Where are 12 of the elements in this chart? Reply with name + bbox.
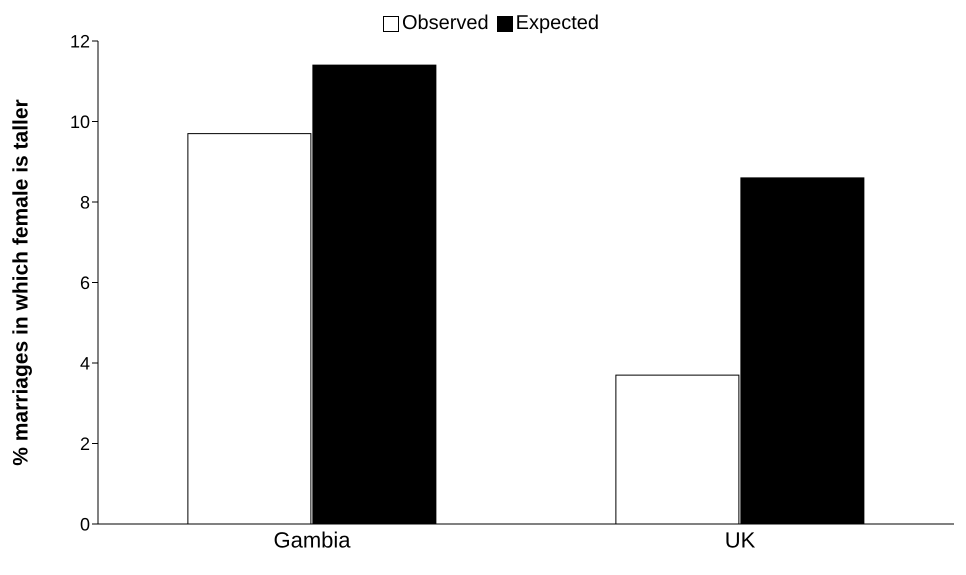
y-tick-label: 2 <box>80 434 90 454</box>
x-tick-label: Gambia <box>273 528 352 553</box>
y-tick-label: 8 <box>80 192 90 212</box>
x-tick-label: UK <box>724 528 756 553</box>
y-axis-title: % marriages in which female is taller <box>9 99 32 466</box>
legend-label: Observed <box>400 12 489 35</box>
y-tick-label: 6 <box>80 272 90 293</box>
y-tick-label: 10 <box>70 112 90 132</box>
y-tick-label: 0 <box>80 514 90 534</box>
legend-label: Expected <box>514 12 600 35</box>
y-tick-label: 12 <box>70 31 90 52</box>
y-tick-label: 4 <box>80 353 90 374</box>
